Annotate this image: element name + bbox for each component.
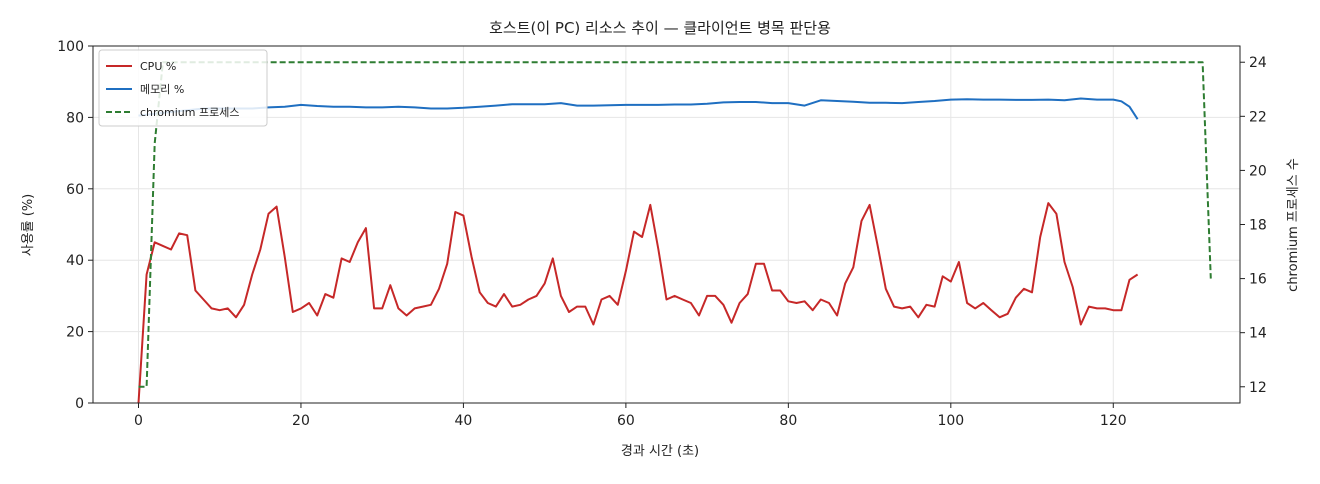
y2-tick-label: 12 — [1249, 380, 1267, 396]
y-tick-label: 20 — [66, 325, 84, 341]
legend-label-0: CPU % — [140, 60, 176, 73]
y2-tick-label: 14 — [1249, 326, 1267, 342]
y-tick-label: 40 — [66, 253, 84, 269]
y-axis-label: 사용률 (%) — [21, 194, 36, 257]
x-tick-label: 100 — [937, 413, 964, 429]
y-tick-label: 60 — [66, 182, 84, 198]
y2-tick-label: 16 — [1249, 272, 1267, 288]
series-line-1 — [138, 97, 1139, 120]
y2-tick-label: 24 — [1249, 55, 1267, 71]
y-tick-label: 80 — [66, 110, 84, 126]
x-tick-label: 40 — [455, 413, 473, 429]
y2-tick-label: 18 — [1249, 218, 1267, 234]
x-tick-label: 0 — [134, 413, 143, 429]
y2-tick-label: 20 — [1249, 163, 1267, 179]
x-axis-label: 경과 시간 (초) — [621, 444, 699, 459]
series-line-0 — [137, 202, 1139, 404]
axes — [88, 45, 1245, 408]
y-tick-label: 100 — [57, 39, 84, 55]
y2-tick-label: 22 — [1249, 109, 1267, 125]
chart-title: 호스트(이 PC) 리소스 추이 — 클라이언트 병목 판단용 — [489, 19, 831, 37]
legend-label-1: 메모리 % — [140, 83, 184, 96]
x-tick-label: 120 — [1100, 413, 1127, 429]
legend: CPU % 메모리 % chromium 프로세스 — [98, 49, 268, 127]
x-tick-label: 20 — [292, 413, 310, 429]
x-tick-label: 60 — [617, 413, 635, 429]
legend-box — [98, 49, 268, 127]
legend-label-2: chromium 프로세스 — [140, 106, 239, 119]
tick-labels: 0 20 40 60 80 100 120 0 20 40 60 80 100 12 14 16 18 20 22 2… — [57, 39, 1267, 429]
y2-axis-label: chromium 프로세스 수 — [1286, 158, 1301, 292]
y-tick-label: 0 — [75, 396, 84, 412]
x-tick-label: 80 — [779, 413, 797, 429]
